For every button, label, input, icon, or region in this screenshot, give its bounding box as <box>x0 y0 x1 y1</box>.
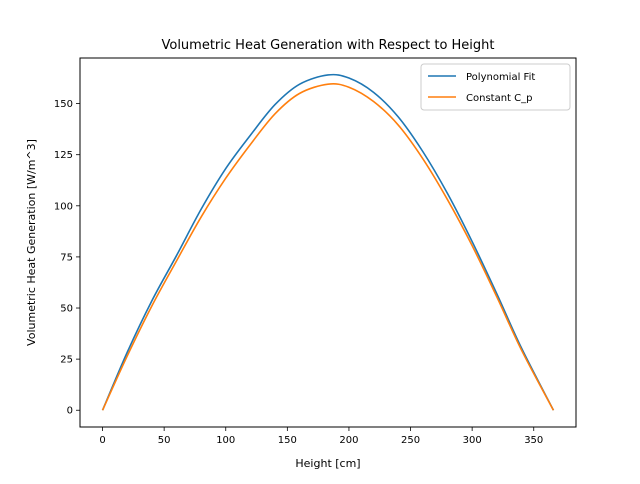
y-tick-label: 50 <box>60 304 73 315</box>
y-tick-label: 100 <box>54 201 73 212</box>
x-tick-label: 0 <box>99 435 105 446</box>
x-tick-label: 150 <box>278 435 297 446</box>
y-axis-label: Volumetric Heat Generation [W/m^3] <box>25 139 38 346</box>
x-tick-label: 100 <box>216 435 235 446</box>
x-axis: 0 50 100 150 200 250 300 350 <box>99 427 543 446</box>
x-tick-label: 300 <box>463 435 482 446</box>
y-tick-label: 0 <box>67 406 73 417</box>
plot-frame <box>79 57 577 428</box>
legend: Polynomial Fit Constant C_p <box>420 63 571 111</box>
legend-box <box>420 63 571 111</box>
x-axis-label: Height [cm] <box>295 457 360 470</box>
series-line-constant-c-p <box>101 83 555 411</box>
y-tick-label: 75 <box>60 252 73 263</box>
y-axis: 0 25 50 75 100 125 150 <box>54 99 80 417</box>
legend-label-constant-c-p: Constant C_p <box>466 93 532 104</box>
x-tick-label: 200 <box>339 435 358 446</box>
series-layer <box>101 73 555 411</box>
series-line-polynomial-fit <box>101 73 555 411</box>
legend-label-polynomial-fit: Polynomial Fit <box>466 72 535 83</box>
y-tick-label: 125 <box>54 150 73 161</box>
y-tick-label: 150 <box>54 99 73 110</box>
x-tick-label: 250 <box>401 435 420 446</box>
x-tick-label: 350 <box>524 435 543 446</box>
y-tick-label: 25 <box>60 355 73 366</box>
x-tick-label: 50 <box>158 435 171 446</box>
chart-title: Volumetric Heat Generation with Respect … <box>161 38 494 53</box>
